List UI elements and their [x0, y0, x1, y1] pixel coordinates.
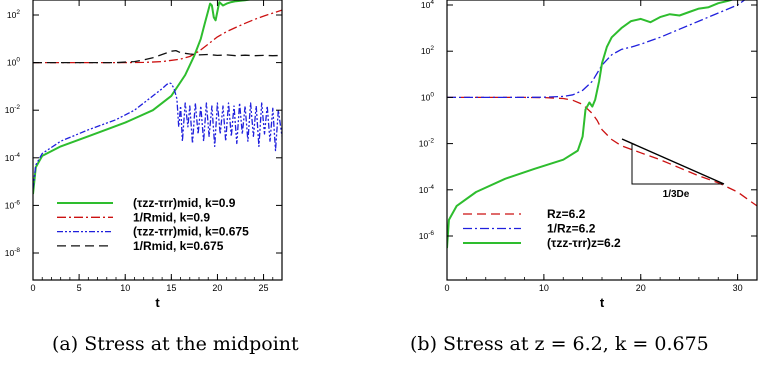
legend-label-3: 1/Rmid, k=0.675	[133, 239, 224, 253]
legend-label-1: 1/Rz=6.2	[547, 222, 596, 236]
legend-label-2: (τzz-τrr)mid, k=0.675	[133, 225, 249, 239]
x-tick-label: 30	[733, 283, 743, 293]
plot-frame	[32, 0, 283, 281]
series-line-2	[447, 0, 735, 249]
caption-b: (b) Stress at z = 6.2, k = 0.675	[410, 333, 709, 355]
x-axis-label: t	[155, 295, 160, 310]
series-line-3	[33, 49, 282, 64]
x-tick-label: 20	[212, 283, 222, 293]
y-tick-label: 102	[7, 9, 20, 20]
y-tick-label: 10-4	[419, 184, 435, 195]
legend-label-0: (τzz-τrr)mid, k=0.9	[133, 196, 236, 210]
y-tick-label: 10-2	[419, 138, 435, 149]
legend-label-2: (τzz-τrr)z=6.2	[547, 236, 621, 250]
x-tick-label: 5	[77, 283, 82, 293]
series-line-1	[447, 0, 746, 99]
y-tick-label: 100	[7, 57, 20, 68]
series-line-0	[447, 96, 757, 207]
y-tick-label: 10-6	[419, 230, 435, 241]
x-tick-label: 10	[120, 283, 130, 293]
caption-a: (a) Stress at the midpoint	[52, 333, 299, 355]
y-tick-label: 100	[421, 91, 434, 102]
y-tick-label: 10-2	[5, 104, 21, 115]
chart-panel-b: Rz=6.21/Rz=6.2(τzz-τrr)z=6.2 1/3De 0 10 20 3…	[419, 0, 758, 310]
slope-annotation: 1/3De	[663, 189, 690, 200]
slope-triangle	[631, 144, 724, 185]
y-tick-label: 10-8	[5, 247, 21, 258]
legend-label-0: Rz=6.2	[547, 207, 586, 221]
x-tick-label: 15	[166, 283, 176, 293]
x-tick-label: 20	[636, 283, 646, 293]
y-tick-label: 104	[421, 0, 434, 10]
slope-line	[621, 138, 725, 185]
y-tick-label: 10-4	[5, 152, 21, 163]
x-axis-label: t	[600, 295, 605, 310]
series-line-2	[33, 82, 282, 189]
x-tick-label: 0	[30, 283, 35, 293]
series-line-0	[33, 0, 251, 195]
x-tick-label: 0	[444, 283, 449, 293]
x-tick-label: 10	[539, 283, 549, 293]
x-tick-label: 25	[259, 283, 269, 293]
legend-label-1: 1/Rmid, k=0.9	[133, 210, 210, 224]
y-tick-label: 10-6	[5, 199, 21, 210]
chart-panel-a: (τzz-τrr)mid, k=0.91/Rmid, k=0.9(τzz-τrr…	[5, 0, 283, 310]
y-tick-label: 102	[421, 45, 434, 56]
